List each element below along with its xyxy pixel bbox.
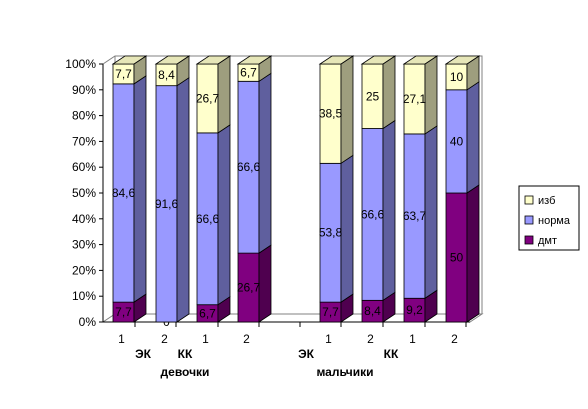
x-tick-label-4: 2 <box>243 332 250 346</box>
x-tick-label-5: 1 <box>325 332 332 346</box>
y-tick-label: 10% <box>72 289 96 303</box>
data-label-изб-5: 38,5 <box>319 107 343 121</box>
legend-label-норма: норма <box>538 215 571 227</box>
data-label-дмт-3: 6,7 <box>199 306 216 320</box>
data-label-норма-6: 66,6 <box>361 207 385 221</box>
legend-label-дмт: дмт <box>538 235 557 247</box>
data-label-изб-3: 26,7 <box>196 91 220 105</box>
bar-side-изб-3 <box>217 55 231 134</box>
bar-side-дмт-4 <box>258 244 272 323</box>
y-tick-label: 0% <box>79 315 97 329</box>
y-tick-label: 50% <box>72 186 96 200</box>
x-tick-label-7: 1 <box>409 332 416 346</box>
legend-swatch-норма <box>524 215 534 225</box>
bar-top-1 <box>111 55 148 65</box>
x-tick-label-6: 2 <box>367 332 374 346</box>
bar-side-дмт-8 <box>466 184 480 323</box>
data-label-дмт-6: 8,4 <box>364 304 381 318</box>
data-label-дмт-1: 7,7 <box>115 305 132 319</box>
bar-side-норма-2 <box>176 76 190 323</box>
bar-side-норма-5 <box>340 154 354 303</box>
y-tick-label: 60% <box>72 160 96 174</box>
data-label-изб-6: 25 <box>366 89 380 103</box>
bar-side-изб-6 <box>382 55 396 130</box>
legend-swatch-изб <box>524 195 534 205</box>
group-label-1: девочки <box>161 365 210 379</box>
y-tick-label: 80% <box>72 109 96 123</box>
data-label-норма-7: 63,7 <box>403 209 427 223</box>
legend-swatch-дмт <box>524 235 534 245</box>
bar-top-3 <box>195 55 232 65</box>
y-tick-label: 100% <box>65 57 96 71</box>
bar-top-4 <box>236 55 273 65</box>
group-label-2: мальчики <box>316 365 373 379</box>
subgroup-label-4: КК <box>384 347 399 361</box>
bar-side-изб-7 <box>424 55 438 135</box>
subgroup-label-2: КК <box>178 347 193 361</box>
y-tick-label: 40% <box>72 212 96 226</box>
data-label-изб-4: 6,7 <box>240 66 257 80</box>
data-label-норма-1: 84,6 <box>112 186 136 200</box>
y-tick-label: 20% <box>72 263 96 277</box>
y-tick-label: 70% <box>72 134 96 148</box>
y-tick-label: 30% <box>72 238 96 252</box>
data-label-изб-8: 10 <box>450 70 464 84</box>
data-label-норма-8: 40 <box>450 134 464 148</box>
bar-top-7 <box>402 55 439 65</box>
data-label-изб-7: 27,1 <box>403 92 427 106</box>
data-label-дмт-7: 9,2 <box>406 303 423 317</box>
data-label-норма-2: 91,6 <box>155 197 179 211</box>
data-label-дмт-8: 50 <box>450 251 464 265</box>
x-tick-label-1: 1 <box>118 332 125 346</box>
bar-top-5 <box>318 55 355 65</box>
data-label-норма-3: 66,6 <box>196 212 220 226</box>
data-label-дмт-4: 26,7 <box>237 281 261 295</box>
subgroup-label-1: ЭК <box>135 347 152 361</box>
bar-side-норма-3 <box>217 124 231 306</box>
bar-top-8 <box>444 55 481 65</box>
data-label-дмт-5: 7,7 <box>322 305 339 319</box>
bar-top-6 <box>360 55 397 65</box>
x-tick-label-8: 2 <box>451 332 458 346</box>
bar-side-норма-4 <box>258 72 272 254</box>
data-label-изб-1: 7,7 <box>115 67 132 81</box>
bar-side-норма-6 <box>382 119 396 302</box>
legend-label-изб: изб <box>538 195 555 207</box>
data-label-изб-2: 8,4 <box>158 68 175 82</box>
x-tick-label-3: 1 <box>202 332 209 346</box>
data-label-норма-5: 53,8 <box>319 226 343 240</box>
subgroup-label-3: ЭК <box>298 347 315 361</box>
bar-top-2 <box>154 55 191 65</box>
bar-side-норма-8 <box>466 81 480 194</box>
y-tick-label: 90% <box>72 83 96 97</box>
x-tick-label-2: 2 <box>161 332 168 346</box>
bar-side-норма-1 <box>133 75 147 303</box>
bar-side-изб-5 <box>340 55 354 165</box>
bar-side-норма-7 <box>424 125 438 300</box>
data-label-норма-4: 66,6 <box>237 160 261 174</box>
